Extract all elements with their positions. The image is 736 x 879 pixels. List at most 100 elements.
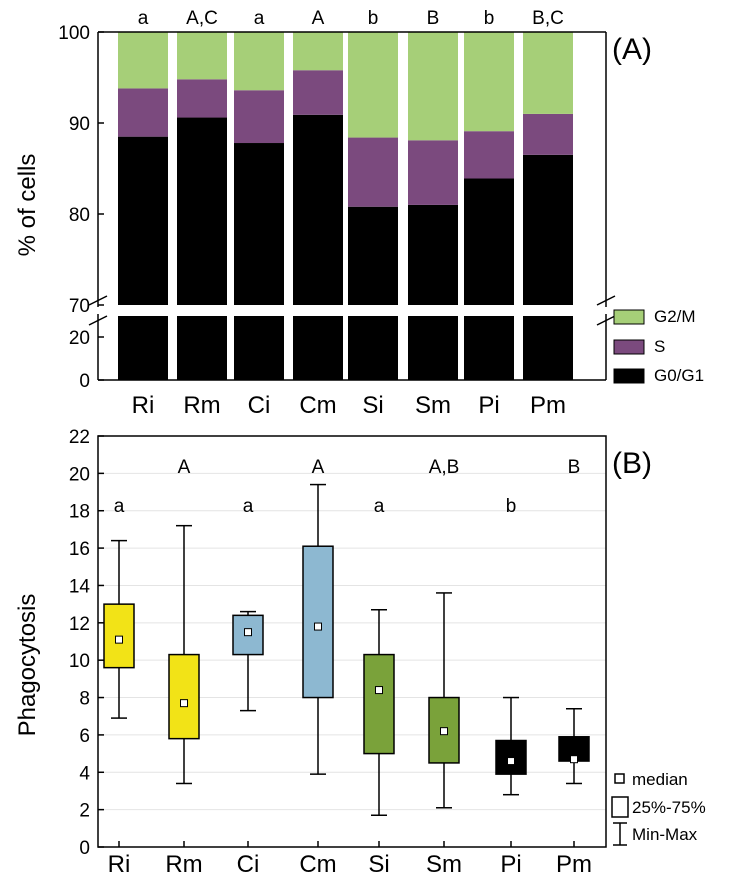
x-tick-label: Pm (530, 392, 566, 419)
legend-whisker-label: Min-Max (632, 825, 698, 844)
median-marker (570, 755, 578, 764)
bar-segment-lower (464, 316, 514, 380)
x-tick-label: Ri (108, 851, 131, 878)
panel-a-label: (A) (612, 33, 652, 66)
group-letter-upper: A (312, 457, 325, 478)
bar-segment (234, 143, 284, 305)
x-tick-label: Rm (165, 851, 202, 878)
axis-break-mark (596, 315, 616, 326)
x-tick-label: Si (368, 851, 389, 878)
bar-segment (118, 32, 168, 89)
x-tick-label: Pi (500, 851, 521, 878)
legend-swatch (613, 368, 645, 384)
group-letter-lower: a (374, 496, 385, 517)
x-tick-label: Pm (556, 851, 592, 878)
iqr-box (168, 653, 200, 740)
iqr-box (495, 739, 527, 775)
x-tick-label: Cm (299, 851, 336, 878)
x-tick-label: Cm (299, 392, 336, 419)
legend-box-icon (611, 796, 629, 818)
bar-segment (523, 32, 573, 114)
legend-label: S (654, 337, 665, 356)
median-marker (180, 699, 188, 708)
bar-segment (523, 154, 573, 305)
bar-segment-lower (348, 316, 398, 380)
bar-segment-lower (293, 316, 343, 380)
panel-a-axes: 70 80 90 100 0 20 Ri Rm Ci Cm Si Sm Pi Pm (58, 23, 616, 419)
y-tick-label: 70 (69, 296, 90, 317)
x-tick-label: Si (362, 392, 383, 419)
panel-b-ylabel: Phagocytosis (14, 594, 41, 737)
group-letter: B (427, 8, 440, 29)
bar-segment (118, 136, 168, 305)
panel-b-axes: 0 2 4 6 8 10 12 14 16 18 20 22 Ri Rm Ci Cm Si Sm Pi Pm (69, 427, 607, 878)
y-tick-label: 90 (69, 114, 90, 135)
group-letter: a (138, 8, 149, 29)
panel-a-legend: G2/M S G0/G1 (613, 307, 704, 385)
bar-segment (408, 140, 458, 205)
group-letter: B,C (532, 8, 564, 29)
bar-segment (464, 131, 514, 179)
group-letter-lower: a (114, 496, 125, 517)
group-letter: b (368, 8, 379, 29)
y-tick-label: 22 (69, 427, 90, 448)
group-letter-lower: b (506, 496, 517, 517)
y-tick-label: 4 (79, 763, 90, 784)
plot-frame (97, 435, 607, 848)
y-tick-label: 14 (69, 576, 91, 597)
y-tick-label: 20 (69, 464, 90, 485)
y-tick-label: 80 (69, 205, 90, 226)
x-tick-label: Pi (478, 392, 499, 419)
median-marker (115, 635, 123, 644)
bar-segment (348, 206, 398, 305)
iqr-box (302, 545, 334, 699)
bar-segment (348, 137, 398, 207)
x-tick-label: Sm (426, 851, 462, 878)
bar-segment (293, 114, 343, 305)
bar-segment (464, 178, 514, 305)
legend-label: G2/M (654, 307, 696, 326)
axis-break-mark (88, 315, 108, 326)
x-tick-label: Ci (237, 851, 260, 878)
bar-segment (177, 32, 227, 80)
group-letter: b (484, 8, 495, 29)
x-tick-label: Rm (183, 392, 220, 419)
panel-a-ylabel: % of cells (14, 154, 41, 257)
iqr-box (103, 603, 135, 669)
group-letter-lower: a (243, 496, 254, 517)
y-tick-label: 0 (79, 838, 90, 859)
bar-segment (408, 204, 458, 305)
median-marker (507, 757, 515, 766)
x-tick-label: Ci (248, 392, 271, 419)
panel-b-boxes: a Aa Aa A,B b B (103, 457, 590, 816)
y-tick-label: 0 (79, 371, 90, 392)
legend-median-icon (614, 773, 625, 784)
bar-segment (523, 113, 573, 155)
x-tick-label: Sm (415, 392, 451, 419)
median-marker (440, 727, 448, 736)
bar-segment (293, 70, 343, 115)
y-tick-label: 100 (58, 23, 90, 44)
group-letter: A,C (186, 8, 218, 29)
bar-segment (348, 32, 398, 138)
legend-box-label: 25%-75% (632, 798, 706, 817)
median-marker (244, 628, 252, 637)
axis-break-mark (88, 295, 108, 306)
group-letter-upper: A,B (429, 457, 460, 478)
y-tick-label: 12 (69, 614, 90, 635)
legend-label: G0/G1 (654, 366, 704, 385)
iqr-box (363, 653, 395, 755)
panel-b-label: (B) (612, 447, 652, 480)
bar-segment (408, 32, 458, 141)
bar-segment (118, 88, 168, 137)
bar-segment-lower (177, 316, 227, 380)
panel-b-legend: median 25%-75% Min-Max (611, 770, 706, 846)
group-letter-upper: B (568, 457, 581, 478)
legend-swatch (613, 339, 645, 355)
bar-segment (234, 32, 284, 91)
panel-b: (B) Phagocytosis a Aa Aa A,B b B 0 2 4 6 8 10 12 14 1… (14, 427, 706, 878)
legend-swatch (613, 309, 645, 325)
bar-segment (293, 32, 343, 71)
